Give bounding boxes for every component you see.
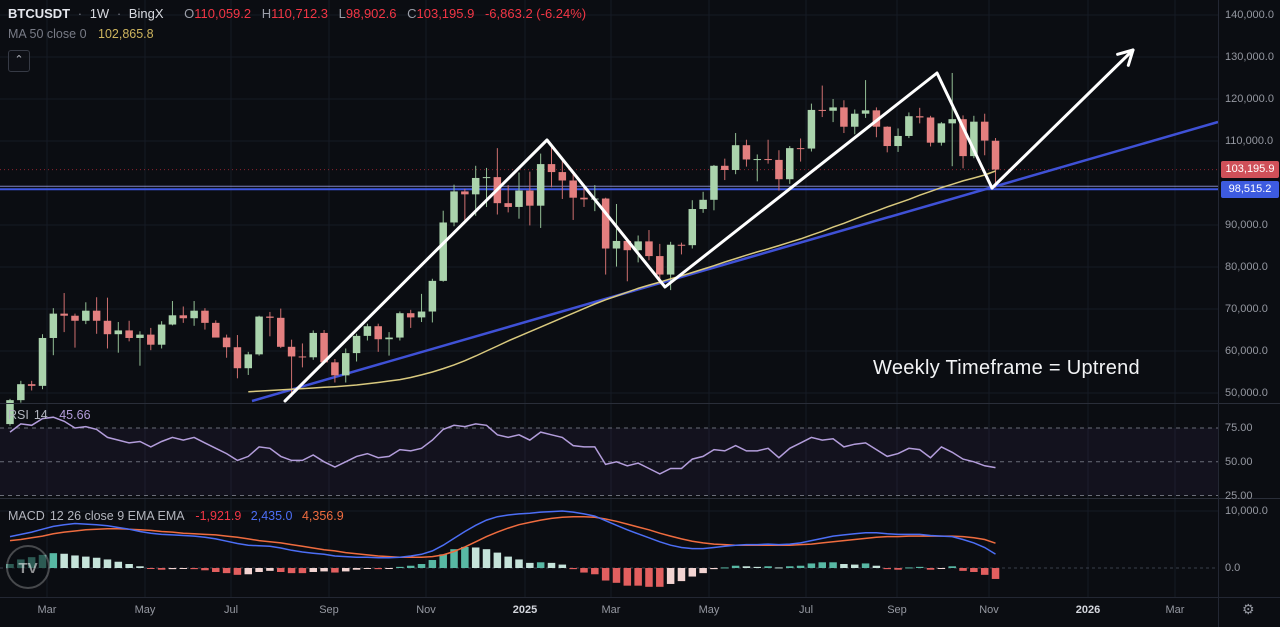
- time-axis-label: Sep: [319, 604, 339, 616]
- price-axis-label: 80,000.0: [1225, 261, 1268, 273]
- separator-dot: ·: [116, 6, 122, 21]
- price-axis-label: 140,000.0: [1225, 9, 1274, 21]
- time-axis-label: Jul: [223, 604, 239, 616]
- low-value: 98,902.6: [345, 6, 397, 21]
- time-axis-label: Mar: [37, 604, 57, 616]
- chevron-up-icon: ⌃: [14, 54, 24, 66]
- time-axis-label: Nov: [416, 604, 436, 616]
- rsi-levels: [0, 427, 1218, 496]
- current-price-badge: 103,195.9: [1221, 161, 1279, 179]
- price-axis[interactable]: 140,000.0 130,000.0 120,000.0 110,000.0 90,0…: [1218, 0, 1280, 627]
- price-axis-label: 110,000.0: [1225, 135, 1274, 147]
- time-axis-label: Sep: [887, 604, 907, 616]
- price-axis-label: 130,000.0: [1225, 51, 1274, 63]
- horizontal-support-line: [0, 185, 1218, 191]
- rsi-name: RSI: [8, 408, 29, 422]
- collapse-indicators-button[interactable]: ⌃: [8, 50, 30, 72]
- macd-line-value: 2,435.0: [250, 509, 293, 523]
- macd-main-line: [9, 510, 996, 559]
- ma-legend-value: 102,865.8: [98, 27, 154, 41]
- timeframe-label[interactable]: 1W: [89, 6, 110, 21]
- separator-dot: ·: [77, 6, 83, 21]
- rsi-axis-label: 50.00: [1225, 455, 1253, 468]
- rsi-axis-label: 75.00: [1225, 422, 1253, 434]
- macd-params: 12 26 close 9 EMA EMA: [49, 509, 184, 523]
- time-axis-label: Jul: [798, 604, 814, 616]
- macd-signal-line: [9, 515, 996, 558]
- high-value: 110,712.3: [271, 6, 329, 21]
- low-label: L: [338, 6, 346, 21]
- macd-hist-value: -1,921.9: [195, 509, 242, 523]
- time-axis-label: 2025: [512, 604, 538, 616]
- candlestick-series: [6, 72, 1000, 426]
- exchange-label[interactable]: BingX: [128, 6, 164, 21]
- macd-axis-label: 0.0: [1225, 562, 1241, 574]
- price-axis-label: 60,000.0: [1225, 345, 1268, 357]
- support-trendline: [251, 120, 1219, 403]
- open-label: O: [184, 6, 195, 21]
- time-axis-label: Nov: [979, 604, 999, 616]
- macd-signal-value: 4,356.9: [301, 509, 344, 523]
- time-axis-label: Mar: [1165, 604, 1185, 616]
- time-axis-label: May: [698, 604, 720, 616]
- symbol-legend: BTCUSDT · 1W · BingX O110,059.2 H110,712…: [8, 6, 586, 21]
- trend-annotation-text[interactable]: Weekly Timeframe = Uptrend: [873, 357, 1140, 379]
- pane-dividers: [0, 403, 1280, 499]
- time-axis-label: May: [134, 604, 156, 616]
- rsi-value: 45.66: [59, 408, 91, 422]
- tradingview-watermark[interactable]: TV: [6, 545, 50, 589]
- open-value: 110,059.2: [194, 6, 252, 21]
- macd-histogram: [6, 546, 1000, 587]
- rsi-axis-label: 25.00: [1225, 489, 1253, 502]
- high-label: H: [261, 6, 272, 21]
- projection-arrow: [990, 48, 1135, 190]
- price-axis-label: 120,000.0: [1225, 93, 1274, 105]
- time-axis[interactable]: Mar May Jul Sep Nov 2025 Mar May Jul Sep Nov 2026 Ma…: [0, 597, 1280, 627]
- time-axis-label: Mar: [601, 604, 621, 616]
- close-label: C: [407, 6, 417, 21]
- ohlc-values: O110,059.2 H110,712.3 L98,902.6 C103,195…: [177, 6, 478, 21]
- close-value: 103,195.9: [416, 6, 475, 21]
- svg-text:TV: TV: [18, 560, 37, 577]
- settings-gear-icon[interactable]: ⚙: [1242, 601, 1255, 617]
- price-change: -6,863.2 (-6.24%): [484, 6, 587, 21]
- rsi-legend[interactable]: RSI 14 45.66: [8, 408, 91, 422]
- rsi-line: [9, 416, 996, 475]
- ma-legend[interactable]: MA 50 close 0 102,865.8: [8, 27, 154, 41]
- price-axis-label: 50,000.0: [1225, 387, 1268, 399]
- trend-zigzag-line: [283, 71, 994, 403]
- price-axis-label: 70,000.0: [1225, 303, 1268, 315]
- macd-legend[interactable]: MACD 12 26 close 9 EMA EMA -1,921.9 2,435…: [8, 509, 344, 523]
- macd-axis-label: 10,000.0: [1225, 505, 1268, 517]
- rsi-params: 14: [33, 408, 48, 422]
- ma50-line: [248, 170, 996, 393]
- price-axis-label: 90,000.0: [1225, 219, 1268, 231]
- symbol-title[interactable]: BTCUSDT: [8, 6, 71, 21]
- support-level-badge: 98,515.2: [1221, 180, 1279, 198]
- macd-name: MACD: [8, 509, 45, 523]
- ma-legend-label: MA 50 close 0: [8, 27, 87, 41]
- time-axis-label: 2026: [1075, 604, 1101, 616]
